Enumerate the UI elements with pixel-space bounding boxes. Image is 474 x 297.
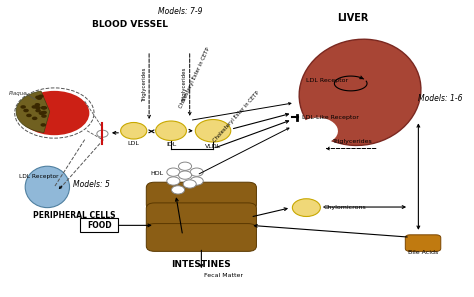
Text: LDL Receptor: LDL Receptor (19, 174, 59, 179)
FancyBboxPatch shape (81, 218, 118, 233)
FancyBboxPatch shape (405, 235, 441, 251)
Circle shape (167, 168, 180, 176)
Ellipse shape (298, 118, 338, 144)
Text: HDL: HDL (150, 171, 163, 176)
Text: Cholesteryl Ester in CETP: Cholesteryl Ester in CETP (178, 46, 210, 109)
Text: Chylomicrons: Chylomicrons (324, 205, 367, 210)
Text: VLDL: VLDL (205, 144, 221, 149)
Circle shape (35, 95, 41, 99)
Text: BLOOD VESSEL: BLOOD VESSEL (91, 20, 168, 29)
Text: Models: 1-6: Models: 1-6 (419, 94, 463, 103)
Circle shape (42, 106, 47, 110)
Circle shape (172, 186, 184, 194)
Text: Triglycerides: Triglycerides (182, 68, 187, 102)
Circle shape (167, 177, 180, 185)
Circle shape (179, 171, 191, 179)
Circle shape (38, 111, 44, 115)
Circle shape (23, 109, 29, 112)
Text: FOOD: FOOD (87, 221, 111, 230)
Ellipse shape (299, 39, 421, 146)
Text: Plaque: Plaque (9, 91, 27, 96)
Text: Models: 5: Models: 5 (73, 180, 110, 189)
Wedge shape (16, 91, 50, 132)
FancyBboxPatch shape (146, 224, 256, 251)
Ellipse shape (25, 166, 70, 208)
Circle shape (155, 121, 186, 140)
Circle shape (35, 103, 40, 107)
Circle shape (41, 111, 47, 114)
Text: Fecal Matter: Fecal Matter (204, 273, 243, 278)
Text: INTESTINES: INTESTINES (172, 260, 231, 269)
Circle shape (26, 114, 32, 117)
Circle shape (35, 109, 41, 112)
Circle shape (190, 177, 203, 185)
Circle shape (195, 119, 231, 142)
Circle shape (38, 94, 44, 98)
Text: Triglycerides: Triglycerides (142, 68, 147, 102)
Text: PERIPHERAL CELLS: PERIPHERAL CELLS (33, 211, 116, 220)
Circle shape (19, 91, 90, 135)
Circle shape (31, 105, 37, 109)
Text: LDL-Like Receptor: LDL-Like Receptor (302, 115, 358, 120)
Ellipse shape (346, 55, 411, 118)
Text: Triglycerides: Triglycerides (333, 139, 373, 144)
Text: LDL Receptor: LDL Receptor (306, 78, 348, 83)
Circle shape (32, 117, 37, 120)
Circle shape (41, 114, 47, 118)
Circle shape (39, 111, 45, 115)
Text: Bile Acids: Bile Acids (408, 250, 438, 255)
FancyBboxPatch shape (146, 203, 256, 231)
Circle shape (183, 180, 196, 188)
Circle shape (40, 123, 46, 127)
Circle shape (292, 199, 320, 217)
Text: LDL: LDL (128, 141, 140, 146)
FancyBboxPatch shape (146, 182, 256, 210)
Circle shape (120, 122, 147, 139)
Circle shape (20, 105, 26, 109)
Circle shape (190, 168, 203, 176)
Text: IDL: IDL (166, 143, 176, 147)
Text: LIVER: LIVER (337, 13, 369, 23)
Circle shape (35, 106, 41, 110)
Circle shape (179, 162, 191, 170)
Text: Models: 7-9: Models: 7-9 (158, 7, 202, 16)
Circle shape (36, 97, 42, 100)
Text: Cholesteryl Ester in CETP: Cholesteryl Ester in CETP (212, 90, 261, 143)
Circle shape (41, 106, 46, 110)
